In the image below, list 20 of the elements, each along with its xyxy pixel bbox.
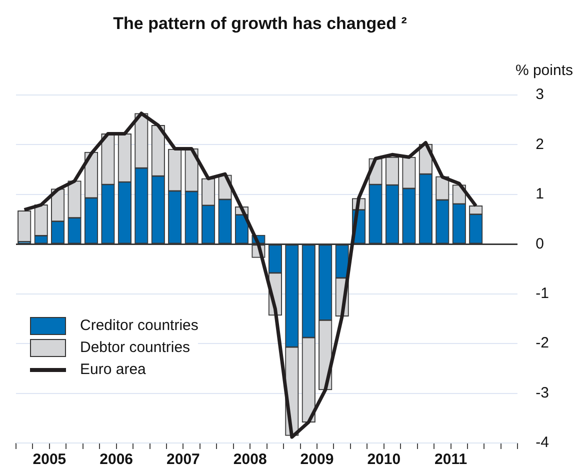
y-tick-label: -3 bbox=[536, 384, 550, 402]
y-tick-label: -4 bbox=[536, 434, 550, 452]
y-tick-label: 1 bbox=[536, 186, 544, 203]
x-tick-label: 2007 bbox=[166, 451, 200, 468]
y-tick-label: 2 bbox=[536, 136, 544, 153]
x-tick-label: 2010 bbox=[367, 451, 401, 468]
x-tick-label: 2009 bbox=[300, 451, 334, 468]
legend-label: Debtor countries bbox=[80, 339, 190, 356]
x-tick-label: 2008 bbox=[233, 451, 267, 468]
y-axis-title: % points bbox=[515, 62, 573, 79]
legend-label: Euro area bbox=[80, 361, 146, 378]
x-tick-label: 2011 bbox=[434, 451, 468, 468]
y-tick-label: -2 bbox=[536, 334, 550, 352]
chart-title: The pattern of growth has changed ² bbox=[112, 14, 408, 34]
y-tick-label: 3 bbox=[536, 86, 544, 104]
x-tick-label: 2006 bbox=[100, 451, 134, 468]
x-tick-label: 2005 bbox=[32, 451, 66, 468]
y-tick-label: 0 bbox=[536, 235, 544, 252]
y-tick-label: -1 bbox=[536, 285, 550, 302]
legend-label: Creditor countries bbox=[80, 317, 198, 334]
